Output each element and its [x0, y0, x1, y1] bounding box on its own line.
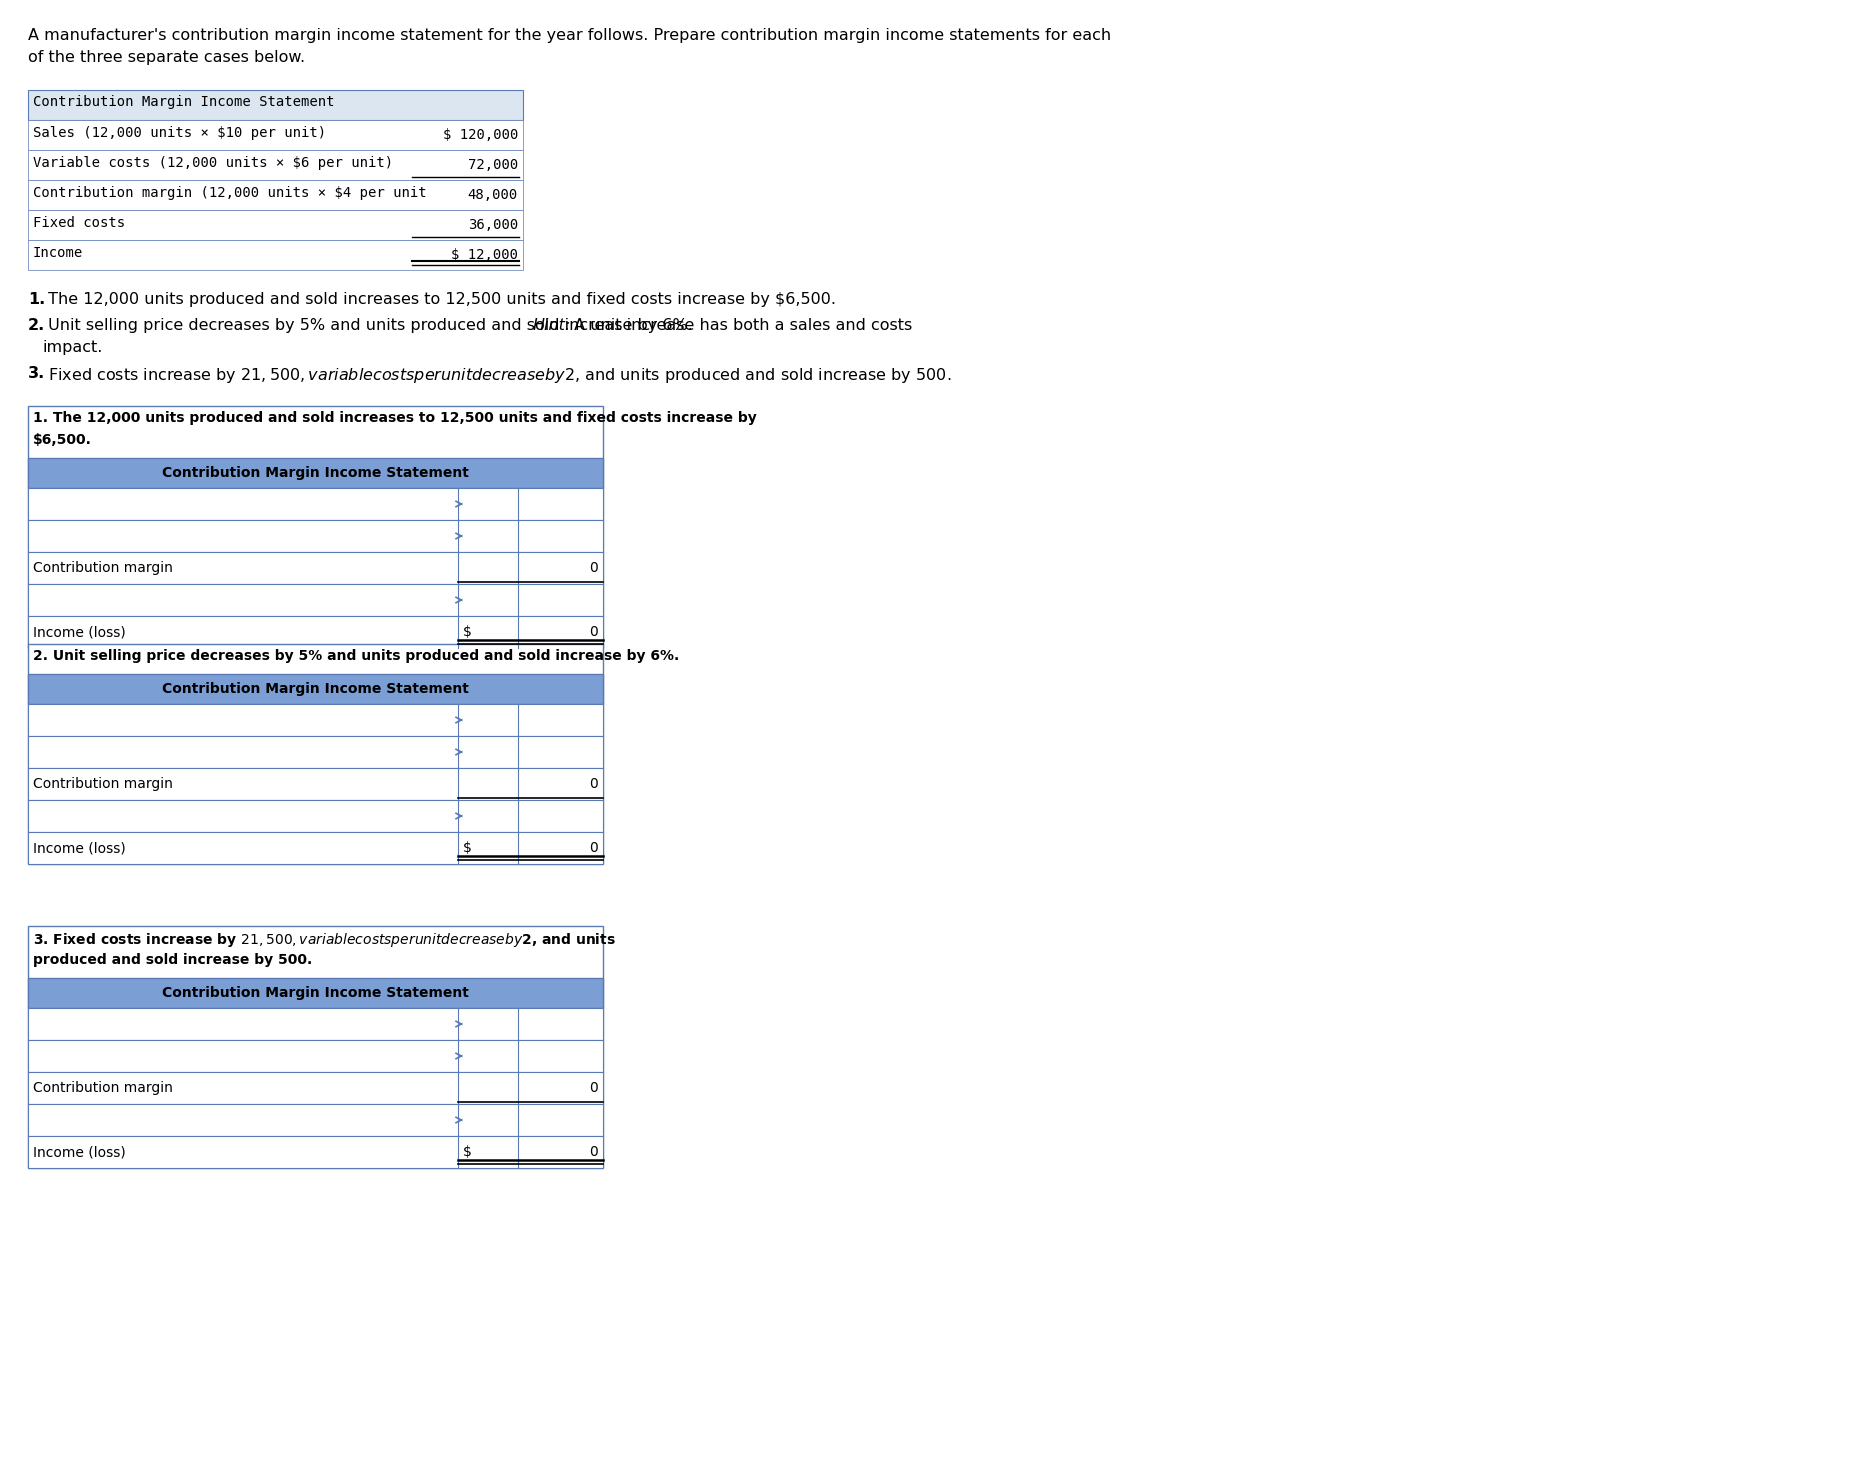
Text: 72,000: 72,000 — [468, 157, 518, 172]
Text: 3.: 3. — [28, 366, 45, 381]
Bar — [28, 1007, 604, 1040]
Text: Unit selling price decreases by 5% and units produced and sold increase by 6%.: Unit selling price decreases by 5% and u… — [43, 318, 699, 332]
Text: Variable costs (12,000 units × $6 per unit): Variable costs (12,000 units × $6 per un… — [34, 156, 393, 171]
Bar — [28, 768, 604, 800]
Text: Contribution Margin Income Statement: Contribution Margin Income Statement — [162, 986, 469, 1000]
Text: A manufacturer's contribution margin income statement for the year follows. Prep: A manufacturer's contribution margin inc… — [28, 28, 1110, 42]
Text: 1.: 1. — [28, 292, 45, 308]
Bar — [28, 585, 604, 615]
Text: Income (loss): Income (loss) — [34, 1145, 125, 1159]
Bar — [28, 926, 604, 1168]
Bar — [28, 179, 524, 210]
Text: 0: 0 — [589, 561, 598, 574]
Bar — [28, 150, 524, 179]
Bar — [28, 241, 524, 270]
Text: The 12,000 units produced and sold increases to 12,500 units and fixed costs inc: The 12,000 units produced and sold incre… — [43, 292, 836, 308]
Text: Contribution Margin Income Statement: Contribution Margin Income Statement — [162, 467, 469, 480]
Text: produced and sold increase by 500.: produced and sold increase by 500. — [34, 954, 313, 967]
Bar — [28, 521, 604, 553]
Bar — [28, 210, 524, 241]
Text: 0: 0 — [589, 777, 598, 792]
Bar — [28, 120, 524, 150]
Bar — [28, 1072, 604, 1104]
Text: 0: 0 — [589, 841, 598, 854]
Text: $: $ — [464, 841, 471, 854]
Bar — [28, 644, 604, 865]
Text: 48,000: 48,000 — [468, 188, 518, 203]
Text: $ 12,000: $ 12,000 — [451, 248, 518, 262]
Text: 0: 0 — [589, 1080, 598, 1095]
Text: A unit increase has both a sales and costs: A unit increase has both a sales and cos… — [568, 318, 913, 332]
Text: 2.: 2. — [28, 318, 45, 332]
Text: of the three separate cases below.: of the three separate cases below. — [28, 50, 306, 66]
Bar — [28, 1104, 604, 1136]
Bar — [28, 1136, 604, 1168]
Bar — [28, 674, 604, 704]
Bar — [28, 800, 604, 833]
Text: Contribution margin (12,000 units × $4 per unit: Contribution margin (12,000 units × $4 p… — [34, 187, 427, 200]
Text: Sales (12,000 units × $10 per unit): Sales (12,000 units × $10 per unit) — [34, 125, 326, 140]
Text: $: $ — [464, 625, 471, 639]
Text: $: $ — [464, 1145, 471, 1159]
Text: Income (loss): Income (loss) — [34, 625, 125, 639]
Text: Fixed costs increase by $21,500, variable costs per unit decrease by $2, and uni: Fixed costs increase by $21,500, variabl… — [43, 366, 952, 385]
Text: 0: 0 — [589, 625, 598, 639]
Text: $ 120,000: $ 120,000 — [443, 128, 518, 141]
Bar — [28, 90, 524, 120]
Bar — [28, 833, 604, 865]
Bar — [28, 615, 604, 647]
Bar — [28, 553, 604, 585]
Bar — [28, 488, 604, 521]
Text: Income: Income — [34, 246, 84, 260]
Text: Contribution Margin Income Statement: Contribution Margin Income Statement — [34, 95, 335, 109]
Bar — [28, 1040, 604, 1072]
Bar — [28, 978, 604, 1007]
Text: 2. Unit selling price decreases by 5% and units produced and sold increase by 6%: 2. Unit selling price decreases by 5% an… — [34, 649, 680, 663]
Bar — [28, 736, 604, 768]
Text: 36,000: 36,000 — [468, 219, 518, 232]
Text: Contribution margin: Contribution margin — [34, 561, 173, 574]
Text: 0: 0 — [589, 1145, 598, 1159]
Text: impact.: impact. — [43, 340, 102, 354]
Text: Income (loss): Income (loss) — [34, 841, 125, 854]
Bar — [28, 405, 604, 647]
Text: Contribution margin: Contribution margin — [34, 777, 173, 792]
Text: 3. Fixed costs increase by $21,500, variable costs per unit decrease by $2, and : 3. Fixed costs increase by $21,500, vari… — [34, 932, 617, 949]
Bar — [28, 458, 604, 488]
Text: Hint:: Hint: — [533, 318, 572, 332]
Text: $6,500.: $6,500. — [34, 433, 91, 448]
Text: Contribution margin: Contribution margin — [34, 1080, 173, 1095]
Bar — [28, 704, 604, 736]
Text: Contribution Margin Income Statement: Contribution Margin Income Statement — [162, 682, 469, 695]
Text: Fixed costs: Fixed costs — [34, 216, 125, 230]
Text: 1. The 12,000 units produced and sold increases to 12,500 units and fixed costs : 1. The 12,000 units produced and sold in… — [34, 411, 756, 424]
